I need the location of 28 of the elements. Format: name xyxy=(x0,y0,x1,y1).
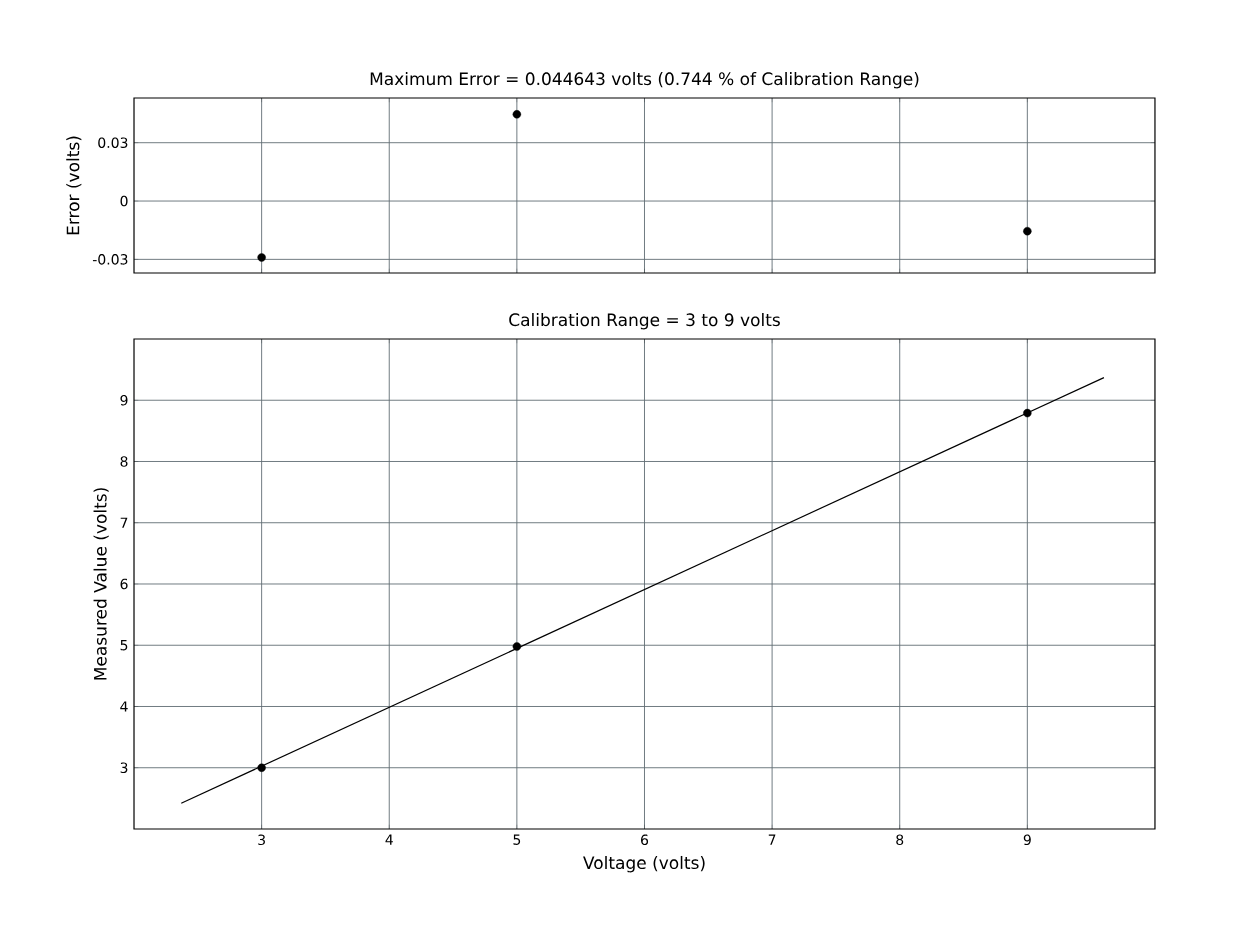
x-tick-label: 9 xyxy=(1023,834,1031,846)
y-tick-label: 9 xyxy=(120,394,128,406)
y-tick-label: -0.03 xyxy=(92,254,128,265)
y-tick-label: 5 xyxy=(120,640,128,651)
y-tick-label: 8 xyxy=(120,456,128,467)
y-tick-label: 0 xyxy=(120,195,128,207)
chart-title: Calibration Range = 3 to 9 volts xyxy=(509,313,780,330)
y-tick-label: 3 xyxy=(120,762,128,774)
point xyxy=(1023,408,1032,418)
x-tick-label: 8 xyxy=(896,834,904,846)
y-axis-title: Measured Value (volts) xyxy=(93,488,109,680)
point xyxy=(257,763,266,772)
point xyxy=(1023,226,1032,236)
x-tick-label: 6 xyxy=(641,834,649,846)
y-tick-label: 4 xyxy=(120,701,128,712)
point xyxy=(512,110,522,119)
x-tick-label: 7 xyxy=(768,834,776,845)
y-tick-label: 0.03 xyxy=(98,137,128,149)
chart-title: Maximum Error = 0.044643 volts (0.744 % of Calibration Range) xyxy=(370,72,919,89)
x-tick-label: 4 xyxy=(385,834,393,845)
y-tick-label: 6 xyxy=(120,578,128,590)
point xyxy=(512,642,522,651)
x-tick-label: 5 xyxy=(513,834,521,845)
x-tick-label: 3 xyxy=(258,834,265,846)
y-axis-title: Error (volts) xyxy=(66,136,82,235)
point xyxy=(257,253,266,262)
x-axis-title: Voltage (volts) xyxy=(583,855,705,873)
y-tick-label: 7 xyxy=(120,517,128,528)
